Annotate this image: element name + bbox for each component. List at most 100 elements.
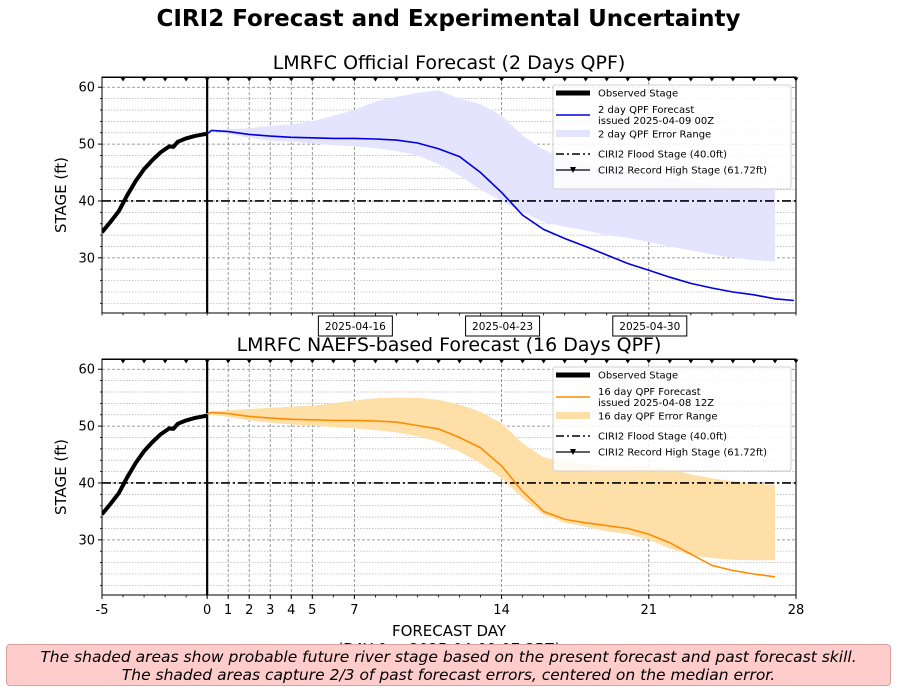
x-tick-label: 7 [350, 603, 358, 618]
date-label-box: 2025-04-30 [612, 315, 688, 337]
record-stage-marker [351, 359, 357, 364]
x-tick-label: 21 [641, 603, 658, 618]
x-tick-label: 4 [287, 603, 295, 618]
record-stage-marker [688, 77, 694, 82]
footnote-line-2: The shaded areas capture 2/3 of past for… [121, 666, 776, 684]
record-stage-marker [246, 77, 252, 82]
record-stage-marker [309, 359, 315, 364]
record-stage-marker [730, 77, 736, 82]
legend-box [552, 84, 792, 190]
y-tick-label: 60 [78, 81, 95, 96]
record-stage-marker [457, 359, 463, 364]
date-label-box: 2025-04-23 [465, 315, 541, 337]
legend-label-record: CIRI2 Record High Stage (61.72ft) [598, 166, 767, 177]
record-stage-marker [120, 77, 126, 82]
record-stage-marker [562, 77, 568, 82]
x-tick-label: -5 [96, 603, 109, 618]
record-stage-marker [393, 359, 399, 364]
forecast-line [206, 129, 794, 302]
record-stage-marker [162, 359, 168, 364]
record-stage-marker [520, 359, 526, 364]
record-stage-marker [478, 359, 484, 364]
y-tick-label: 30 [78, 533, 95, 548]
record-stage-marker [583, 77, 589, 82]
record-stage-marker [225, 77, 231, 82]
record-stage-marker [583, 359, 589, 364]
record-stage-marker [246, 359, 252, 364]
record-stage-marker [562, 359, 568, 364]
record-stage-marker [604, 359, 610, 364]
observed-stage-line [102, 413, 208, 516]
date-label-frame [317, 315, 393, 337]
x-tick-label: 1 [224, 603, 232, 618]
record-stage-marker [604, 77, 610, 82]
error-range-band [200, 397, 776, 561]
record-stage-marker [393, 77, 399, 82]
record-stage-marker [646, 77, 652, 82]
legend-label-band: 2 day QPF Error Range [598, 130, 711, 141]
record-stage-marker [288, 359, 294, 364]
record-stage-marker [457, 77, 463, 82]
record-stage-marker [183, 77, 189, 82]
legend-label-forecast: 16 day QPF Forecast [598, 387, 701, 398]
panel-title: LMRFC NAEFS-based Forecast (16 Days QPF) [237, 334, 662, 356]
legend-label-forecast-issued: issued 2025-04-08 12Z [598, 398, 714, 409]
record-stage-marker [372, 359, 378, 364]
record-stage-marker [267, 77, 273, 82]
chart-panel-1: 30 40 50 60 STAGE (ft) LMRFC Official Forecas… [52, 52, 799, 316]
record-stage-marker [204, 77, 210, 82]
record-stage-marker [120, 359, 126, 364]
x-tick-label: 2 [245, 603, 253, 618]
y-tick-label: 40 [78, 194, 95, 209]
record-stage-marker [541, 77, 547, 82]
record-stage-marker [541, 359, 547, 364]
legend-swatch-band [556, 412, 590, 419]
record-stage-marker [141, 359, 147, 364]
record-stage-marker [267, 359, 273, 364]
record-stage-marker [288, 77, 294, 82]
record-stage-marker [435, 359, 441, 364]
record-stage-marker [414, 359, 420, 364]
y-tick-label: 60 [78, 363, 95, 378]
legend-label-flood: CIRI2 Flood Stage (40.0ft) [598, 150, 727, 161]
record-stage-marker [351, 77, 357, 82]
record-stage-marker [520, 77, 526, 82]
plot-frame [101, 76, 797, 314]
footnote-box: The shaded areas show probable future ri… [6, 644, 891, 686]
legend-label-record: CIRI2 Record High Stage (61.72ft) [598, 448, 767, 459]
record-stage-marker [646, 359, 652, 364]
x-tick-label: 0 [203, 603, 211, 618]
legend-label-flood: CIRI2 Flood Stage (40.0ft) [598, 432, 727, 443]
record-stage-marker [709, 359, 715, 364]
record-stage-marker [330, 77, 336, 82]
record-stage-marker [183, 359, 189, 364]
plot-frame [101, 358, 797, 596]
record-stage-marker [330, 359, 336, 364]
x-axis-label: FORECAST DAY [392, 622, 507, 640]
record-stage-marker [225, 359, 231, 364]
record-stage-marker [435, 77, 441, 82]
forecast-line [200, 411, 776, 578]
y-tick-label: 50 [78, 138, 95, 153]
legend-swatch-record-marker [570, 167, 576, 173]
y-axis-label: STAGE (ft) [52, 439, 70, 515]
date-label-frame [465, 315, 541, 337]
legend-label-band: 16 day QPF Error Range [598, 412, 718, 423]
record-stage-marker [204, 359, 210, 364]
record-stage-marker [162, 77, 168, 82]
y-axis-label: STAGE (ft) [52, 157, 70, 233]
record-stage-marker [709, 77, 715, 82]
legend-label-forecast-issued: issued 2025-04-09 00Z [598, 116, 714, 127]
legend-label-forecast: 2 day QPF Forecast [598, 105, 694, 116]
record-stage-marker [772, 77, 778, 82]
legend-label-observed: Observed Stage [598, 371, 678, 382]
y-tick-label: 40 [78, 476, 95, 491]
x-tick-label: 28 [788, 603, 805, 618]
record-stage-marker [730, 359, 736, 364]
error-range-band [207, 90, 775, 262]
record-stage-marker [667, 77, 673, 82]
record-stage-marker [772, 359, 778, 364]
legend: Observed Stage 16 day QPF Forecastissued … [552, 366, 792, 472]
